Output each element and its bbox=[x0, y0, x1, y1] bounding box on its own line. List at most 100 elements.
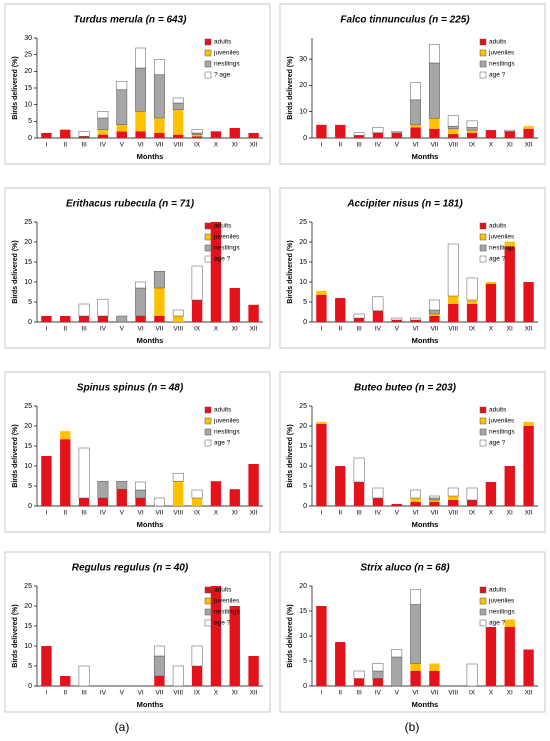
legend-label: age ? bbox=[489, 440, 506, 447]
y-tick-label: 30 bbox=[24, 35, 32, 42]
bar-segment bbox=[504, 619, 515, 627]
panel-border bbox=[279, 187, 546, 349]
bar-segment bbox=[153, 645, 165, 657]
x-tick-label: V bbox=[120, 142, 125, 149]
bar-segment bbox=[448, 496, 459, 500]
bar-segment bbox=[372, 663, 384, 672]
bar-segment bbox=[410, 99, 422, 126]
x-tick-label: XII bbox=[525, 690, 533, 697]
y-tick-label: 0 bbox=[28, 135, 32, 142]
legend-swatch bbox=[479, 586, 487, 594]
y-tick-label: 10 bbox=[24, 643, 32, 650]
x-tick-label: VI bbox=[138, 142, 144, 149]
legend-swatch bbox=[479, 233, 487, 241]
x-tick-label: VIII bbox=[448, 326, 458, 333]
y-tick-label: 10 bbox=[299, 279, 307, 286]
x-tick-label: II bbox=[338, 142, 342, 149]
bar-segment bbox=[391, 320, 402, 322]
bar-segment bbox=[466, 130, 478, 133]
bar-segment bbox=[78, 447, 90, 499]
bar-segment bbox=[116, 480, 128, 490]
bar-segment bbox=[428, 299, 440, 311]
bar-segment bbox=[447, 487, 459, 497]
bar-segment bbox=[391, 656, 403, 687]
bar-segment bbox=[410, 127, 421, 138]
bar-segment bbox=[316, 290, 327, 295]
bar-segment bbox=[135, 316, 146, 322]
legend-label: age ? bbox=[489, 256, 506, 263]
x-tick-label: III bbox=[356, 510, 362, 517]
bar-segment bbox=[504, 627, 515, 686]
legend-label: ? age bbox=[214, 72, 231, 79]
y-axis-label: Birds delivered (%) bbox=[287, 424, 294, 487]
bar-segment bbox=[78, 131, 90, 137]
bar-segment bbox=[466, 500, 478, 506]
x-tick-label: III bbox=[81, 142, 87, 149]
x-tick-label: X bbox=[214, 690, 219, 697]
bar-segment bbox=[135, 281, 147, 289]
legend-label: adults bbox=[214, 407, 232, 414]
bar-segment bbox=[97, 129, 109, 135]
bar-segment bbox=[116, 131, 127, 138]
x-tick-label: VII bbox=[430, 510, 438, 517]
x-tick-label: II bbox=[63, 510, 67, 517]
legend-label: age ? bbox=[214, 620, 231, 627]
bar-segment bbox=[191, 666, 203, 686]
x-axis-label: Months bbox=[137, 152, 164, 161]
legend-label: nestlings bbox=[489, 61, 515, 68]
bar-segment bbox=[466, 120, 478, 128]
y-axis-label: Birds delivered (%) bbox=[287, 56, 294, 119]
x-tick-label: I bbox=[46, 326, 48, 333]
bar-segment bbox=[448, 500, 459, 506]
legend-swatch bbox=[479, 71, 487, 79]
x-tick-label: V bbox=[395, 690, 400, 697]
bar-segment bbox=[372, 498, 384, 506]
x-tick-label: IX bbox=[469, 326, 476, 333]
legend-swatch bbox=[204, 619, 212, 627]
x-tick-label: XI bbox=[232, 326, 238, 333]
y-tick-label: 0 bbox=[303, 683, 307, 690]
x-tick-label: XI bbox=[507, 326, 513, 333]
bar-segment bbox=[428, 309, 440, 315]
bar-segment bbox=[410, 320, 421, 322]
x-tick-label: IV bbox=[375, 142, 382, 149]
legend-swatch bbox=[479, 49, 487, 57]
y-tick-label: 25 bbox=[299, 403, 307, 410]
y-axis-label: Birds delivered (%) bbox=[12, 424, 19, 487]
y-tick-label: 20 bbox=[299, 239, 307, 246]
legend-swatch bbox=[204, 608, 212, 616]
legend-swatch bbox=[479, 244, 487, 252]
x-tick-label: X bbox=[214, 142, 219, 149]
bar-segment bbox=[191, 129, 203, 134]
bar-segment bbox=[41, 316, 52, 322]
x-tick-label: X bbox=[214, 510, 219, 517]
x-tick-label: V bbox=[395, 142, 400, 149]
bar-segment bbox=[210, 481, 222, 506]
bar-segment bbox=[248, 304, 259, 322]
bar-segment bbox=[60, 316, 71, 322]
legend-swatch bbox=[204, 417, 212, 425]
bar-segment bbox=[78, 136, 90, 138]
bar-segment bbox=[391, 317, 403, 321]
bar-segment bbox=[97, 498, 109, 506]
legend-label: age ? bbox=[489, 620, 506, 627]
bar-segment bbox=[191, 265, 203, 301]
x-tick-label: I bbox=[321, 326, 323, 333]
bar-segment bbox=[523, 126, 534, 129]
x-axis-label: Months bbox=[137, 520, 164, 529]
legend-label: adults bbox=[214, 587, 232, 594]
bar-segment bbox=[41, 133, 52, 138]
bar-segment bbox=[229, 128, 240, 138]
bar-segment bbox=[428, 44, 440, 64]
x-tick-label: IV bbox=[375, 510, 382, 517]
x-tick-label: III bbox=[81, 510, 87, 517]
y-tick-label: 0 bbox=[303, 319, 307, 326]
x-tick-label: I bbox=[321, 510, 323, 517]
x-tick-label: VI bbox=[413, 690, 419, 697]
x-tick-label: I bbox=[321, 690, 323, 697]
bar-segment bbox=[410, 671, 421, 686]
x-tick-label: II bbox=[338, 510, 342, 517]
legend-label: juveniles bbox=[213, 234, 240, 241]
bar-segment bbox=[353, 678, 365, 686]
bar-segment bbox=[447, 125, 459, 130]
